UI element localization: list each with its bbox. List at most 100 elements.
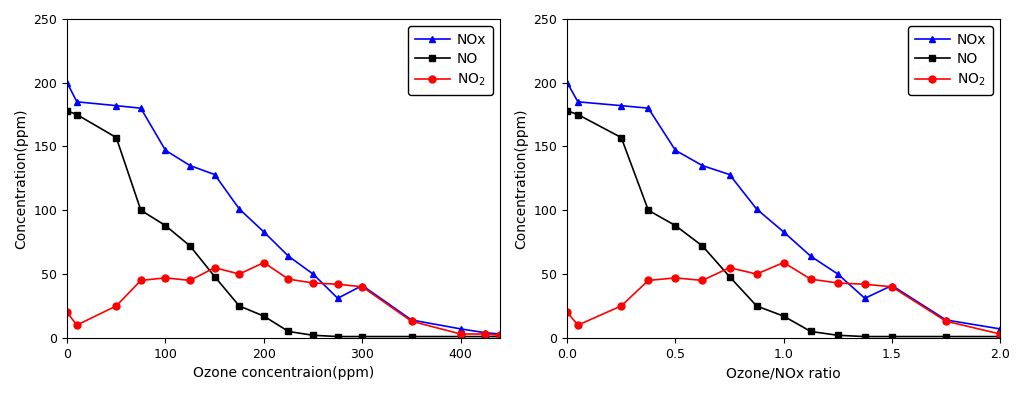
NO$_2$ <box>571 323 584 327</box>
NOx <box>258 230 270 234</box>
NO$_2$ <box>209 265 221 270</box>
NOx <box>859 296 871 301</box>
NOx <box>561 80 573 85</box>
Y-axis label: Concentration(ppm): Concentration(ppm) <box>514 108 528 249</box>
NO$_2$ <box>561 310 573 315</box>
NO$_2$ <box>886 284 898 289</box>
NOx <box>831 272 844 277</box>
NO <box>571 112 584 117</box>
NO$_2$ <box>332 282 344 286</box>
NO$_2$ <box>455 332 467 336</box>
NO$_2$ <box>994 332 1007 336</box>
NO <box>406 334 418 339</box>
NO$_2$ <box>615 303 628 308</box>
Line: NOx: NOx <box>63 79 504 338</box>
NO$_2$ <box>859 282 871 286</box>
NO <box>1021 334 1024 339</box>
NOx <box>283 254 295 258</box>
NO <box>455 334 467 339</box>
NO <box>283 329 295 334</box>
NO$_2$ <box>307 281 319 285</box>
NO <box>831 333 844 338</box>
NO$_2$ <box>751 272 763 277</box>
NOx <box>805 254 817 258</box>
NOx <box>455 327 467 331</box>
NOx <box>356 283 369 288</box>
NOx <box>642 106 654 111</box>
NO <box>233 303 246 308</box>
NO$_2$ <box>1021 332 1024 336</box>
NO$_2$ <box>60 310 73 315</box>
NO <box>940 334 952 339</box>
NO$_2$ <box>406 319 418 323</box>
Line: NO$_2$: NO$_2$ <box>563 259 1024 339</box>
Y-axis label: Concentration(ppm): Concentration(ppm) <box>14 108 28 249</box>
NO <box>71 112 83 117</box>
Legend: NOx, NO, NO$_2$: NOx, NO, NO$_2$ <box>908 26 993 95</box>
NOx <box>184 163 197 168</box>
NOx <box>751 206 763 211</box>
NO$_2$ <box>642 278 654 283</box>
NOx <box>60 80 73 85</box>
NO$_2$ <box>723 265 735 270</box>
NOx <box>71 99 83 104</box>
NO <box>356 334 369 339</box>
NO <box>615 135 628 140</box>
NO$_2$ <box>233 272 246 277</box>
NOx <box>135 106 147 111</box>
NO <box>751 303 763 308</box>
NO$_2$ <box>135 278 147 283</box>
NO$_2$ <box>479 332 492 336</box>
NOx <box>1021 330 1024 335</box>
NO <box>670 223 682 228</box>
NO$_2$ <box>805 277 817 281</box>
NOx <box>209 172 221 177</box>
NO <box>209 274 221 279</box>
NO <box>258 314 270 318</box>
NOx <box>615 103 628 108</box>
NOx <box>233 206 246 211</box>
NO <box>307 333 319 338</box>
NO <box>184 243 197 248</box>
NOx <box>696 163 709 168</box>
X-axis label: Ozone/NOx ratio: Ozone/NOx ratio <box>726 366 841 380</box>
NO <box>805 329 817 334</box>
NOx <box>332 296 344 301</box>
NO$_2$ <box>160 275 172 280</box>
NO <box>642 208 654 213</box>
NO <box>135 208 147 213</box>
NO$_2$ <box>184 278 197 283</box>
NO$_2$ <box>258 260 270 265</box>
NO <box>777 314 790 318</box>
Line: NO: NO <box>63 107 504 340</box>
X-axis label: Ozone concentraion(ppm): Ozone concentraion(ppm) <box>193 366 374 380</box>
NOx <box>307 272 319 277</box>
NO <box>160 223 172 228</box>
NOx <box>406 318 418 322</box>
NO$_2$ <box>940 319 952 323</box>
NO <box>696 243 709 248</box>
NO <box>60 108 73 113</box>
NO <box>994 334 1007 339</box>
NO$_2$ <box>494 333 506 338</box>
NO$_2$ <box>670 275 682 280</box>
NO <box>723 274 735 279</box>
NO <box>494 334 506 339</box>
NO$_2$ <box>111 303 123 308</box>
NO <box>561 108 573 113</box>
NO <box>111 135 123 140</box>
NO <box>479 334 492 339</box>
NO <box>859 334 871 339</box>
NOx <box>994 327 1007 331</box>
NOx <box>886 283 898 288</box>
NO <box>332 334 344 339</box>
NO$_2$ <box>283 277 295 281</box>
NOx <box>777 230 790 234</box>
NOx <box>940 318 952 322</box>
NOx <box>494 332 506 336</box>
NOx <box>670 148 682 152</box>
NO$_2$ <box>831 281 844 285</box>
Legend: NOx, NO, NO$_2$: NOx, NO, NO$_2$ <box>409 26 494 95</box>
NOx <box>111 103 123 108</box>
Line: NO: NO <box>563 107 1024 340</box>
